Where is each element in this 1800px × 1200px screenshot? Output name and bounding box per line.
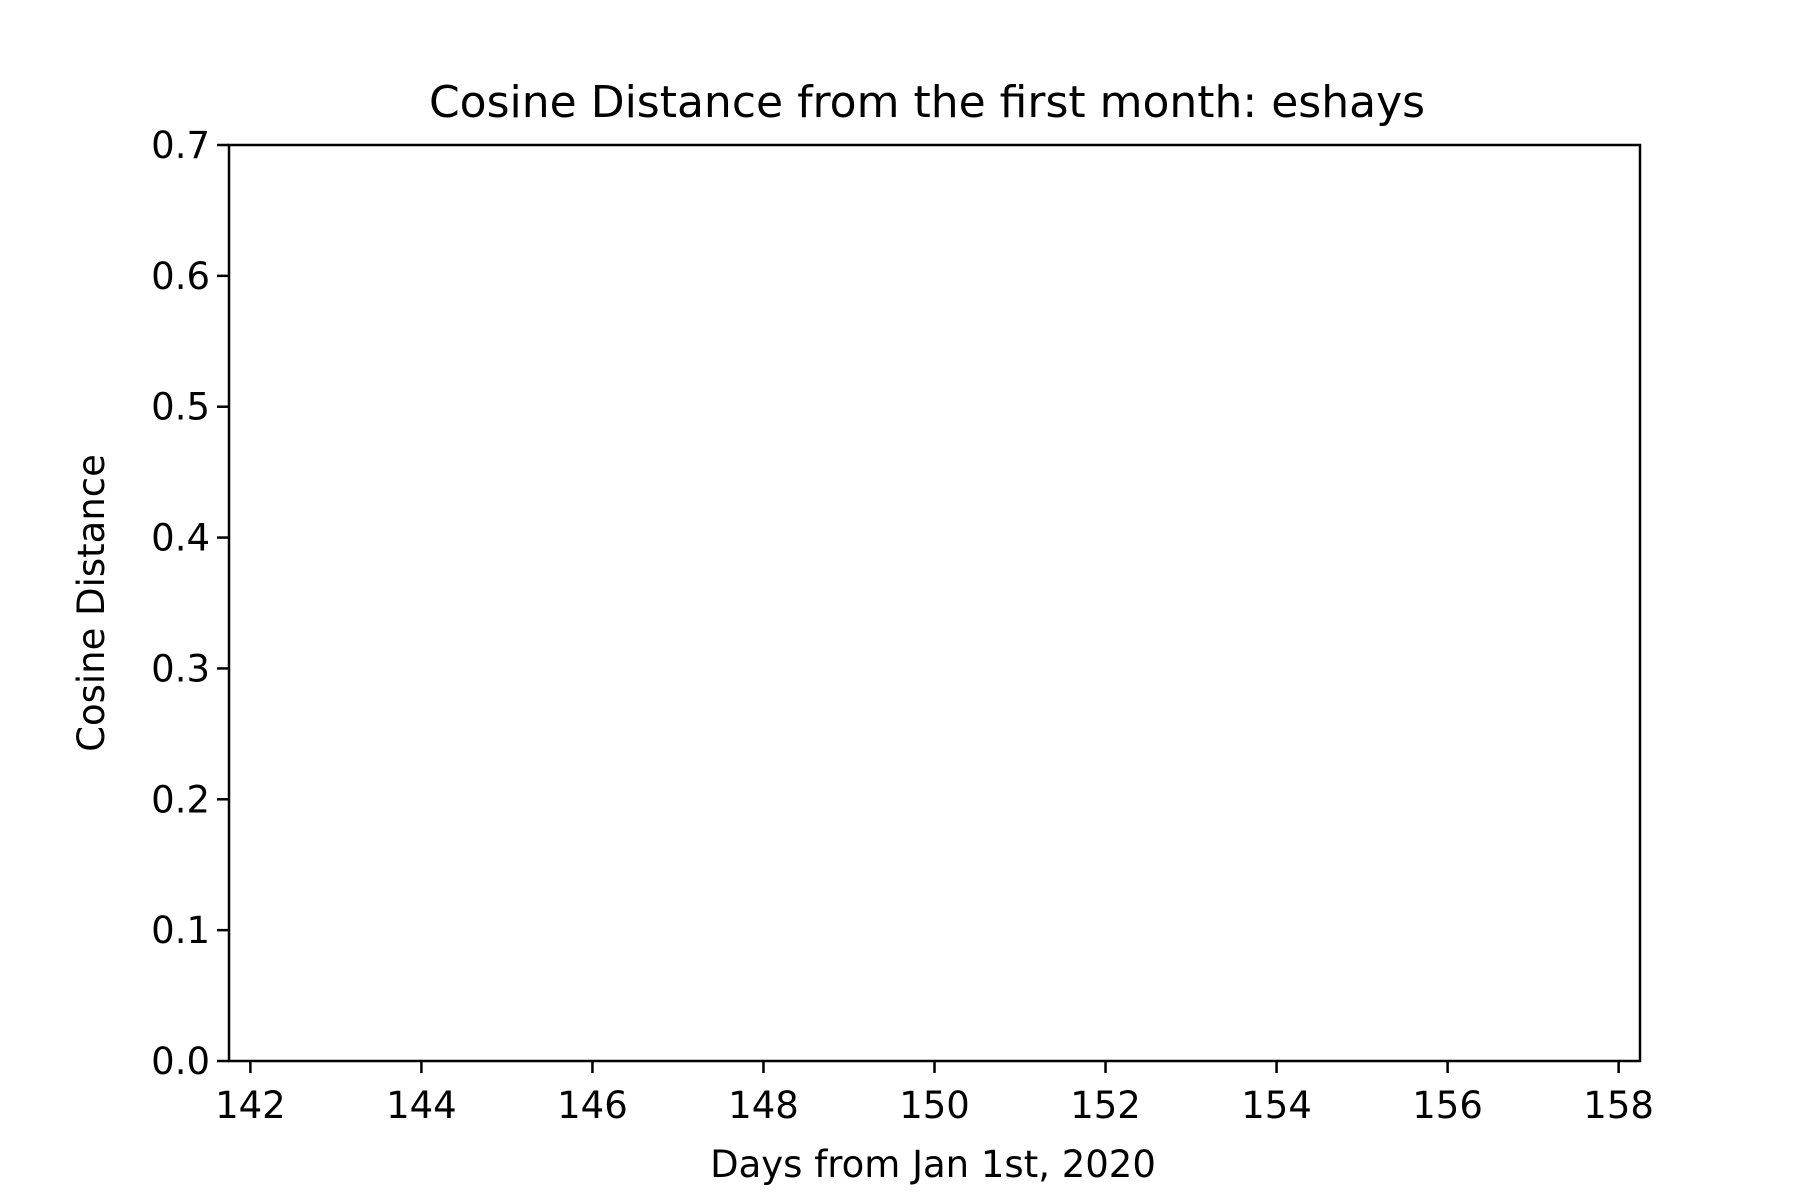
x-tick-label: 142 (215, 1084, 286, 1127)
chart-title: Cosine Distance from the first month: es… (429, 77, 1425, 128)
y-tick-label: 0.0 (151, 1040, 210, 1083)
x-tick-label: 150 (899, 1084, 970, 1127)
y-tick-label: 0.7 (151, 124, 210, 167)
x-tick-label: 158 (1583, 1084, 1654, 1127)
x-tick-label: 146 (557, 1084, 628, 1127)
x-tick-label: 152 (1070, 1084, 1141, 1127)
x-tick-label: 154 (1241, 1084, 1312, 1127)
x-tick-label: 156 (1412, 1084, 1483, 1127)
y-tick-label: 0.2 (151, 778, 210, 821)
x-tick-label: 148 (728, 1084, 799, 1127)
y-tick-label: 0.4 (151, 517, 210, 560)
y-tick-label: 0.3 (151, 647, 210, 690)
x-tick-label: 144 (386, 1084, 457, 1127)
y-axis-ticks: 0.0 0.1 0.2 0.3 0.4 0.5 0.6 0.7 (151, 124, 229, 1083)
x-axis-label: Days from Jan 1st, 2020 (710, 1143, 1156, 1186)
y-tick-label: 0.5 (151, 386, 210, 429)
x-axis-ticks: 142 144 146 148 150 152 154 156 158 (215, 1061, 1654, 1127)
y-axis-label: Cosine Distance (70, 454, 113, 752)
plot-area: 0.0 0.1 0.2 0.3 0.4 0.5 0.6 0.7 142 144 146 148 150… (151, 124, 1654, 1127)
y-tick-label: 0.1 (151, 909, 210, 952)
y-tick-label: 0.6 (151, 255, 210, 298)
